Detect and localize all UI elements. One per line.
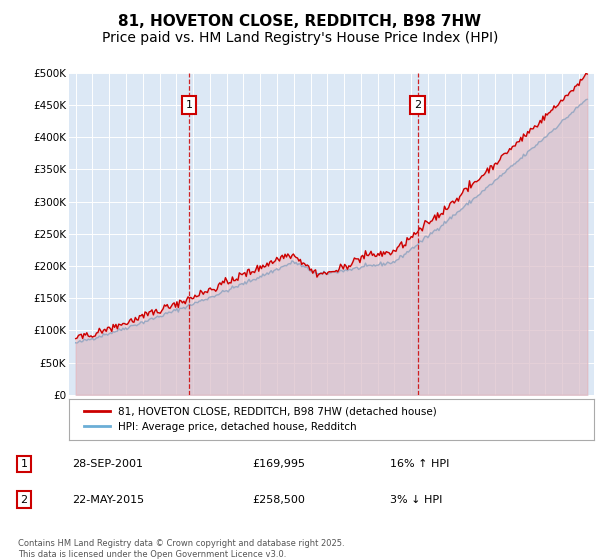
Text: 28-SEP-2001: 28-SEP-2001 bbox=[72, 459, 143, 469]
Text: 2: 2 bbox=[415, 100, 421, 110]
Text: £169,995: £169,995 bbox=[252, 459, 305, 469]
Text: Contains HM Land Registry data © Crown copyright and database right 2025.
This d: Contains HM Land Registry data © Crown c… bbox=[18, 539, 344, 559]
Text: 1: 1 bbox=[185, 100, 193, 110]
Text: 16% ↑ HPI: 16% ↑ HPI bbox=[390, 459, 449, 469]
Text: £258,500: £258,500 bbox=[252, 494, 305, 505]
Text: 2: 2 bbox=[20, 494, 28, 505]
Text: 81, HOVETON CLOSE, REDDITCH, B98 7HW: 81, HOVETON CLOSE, REDDITCH, B98 7HW bbox=[118, 14, 482, 29]
Legend: 81, HOVETON CLOSE, REDDITCH, B98 7HW (detached house), HPI: Average price, detac: 81, HOVETON CLOSE, REDDITCH, B98 7HW (de… bbox=[79, 403, 441, 436]
Text: 22-MAY-2015: 22-MAY-2015 bbox=[72, 494, 144, 505]
Text: 1: 1 bbox=[20, 459, 28, 469]
Text: 3% ↓ HPI: 3% ↓ HPI bbox=[390, 494, 442, 505]
Text: Price paid vs. HM Land Registry's House Price Index (HPI): Price paid vs. HM Land Registry's House … bbox=[102, 31, 498, 45]
